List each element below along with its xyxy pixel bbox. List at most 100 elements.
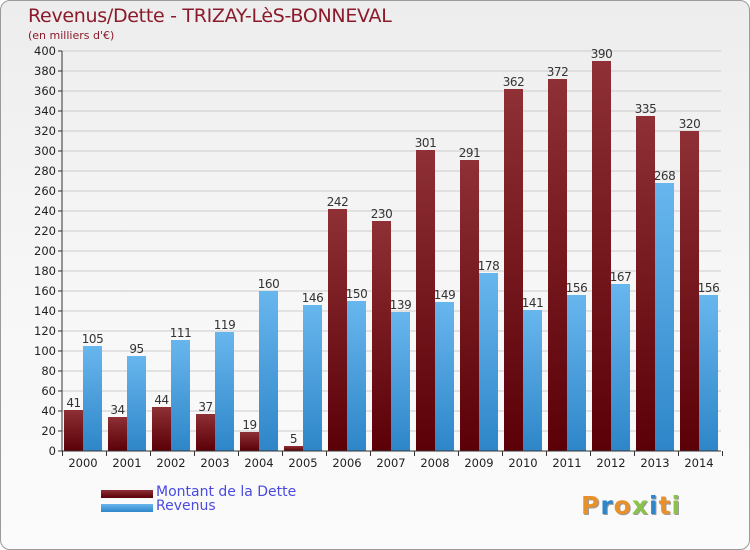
data-label-dette: 390 xyxy=(591,47,612,61)
bar-dette xyxy=(152,407,171,451)
bar-revenus xyxy=(567,295,586,451)
x-tick-label: 2004 xyxy=(244,456,273,470)
data-label-revenus: 105 xyxy=(82,332,103,346)
data-label-revenus: 160 xyxy=(258,277,279,291)
bar-dette xyxy=(196,414,215,451)
data-label-revenus: 95 xyxy=(129,342,143,356)
bar-revenus xyxy=(171,340,190,451)
bar-revenus xyxy=(347,301,366,451)
x-tick-label: 2007 xyxy=(376,456,405,470)
data-label-dette: 320 xyxy=(679,117,700,131)
bars xyxy=(64,61,718,451)
logo-letter: r xyxy=(600,491,614,520)
x-tick-label: 2001 xyxy=(112,456,141,470)
logo-letter: t xyxy=(658,491,672,520)
bar-revenus xyxy=(611,284,630,451)
bar-revenus xyxy=(655,183,674,451)
proxiti-logo: Proxiti xyxy=(581,491,681,520)
y-tick-label: 360 xyxy=(34,84,56,98)
y-tick-label: 340 xyxy=(34,104,56,118)
bar-revenus xyxy=(479,273,498,451)
bar-revenus xyxy=(127,356,146,451)
data-label-revenus: 167 xyxy=(610,270,631,284)
legend-swatch-dette xyxy=(101,490,153,498)
chart-title: Revenus/Dette - TRIZAY-LèS-BONNEVAL xyxy=(28,5,392,27)
bar-revenus xyxy=(435,302,454,451)
bar-dette xyxy=(548,79,567,451)
y-tick-label: 120 xyxy=(34,324,56,338)
y-tick-label: 240 xyxy=(34,204,56,218)
bar-dette xyxy=(416,150,435,451)
data-label-dette: 19 xyxy=(242,418,256,432)
bar-revenus xyxy=(259,291,278,451)
data-label-revenus: 111 xyxy=(170,326,191,340)
x-tick-label: 2013 xyxy=(640,456,669,470)
data-label-revenus: 139 xyxy=(390,298,411,312)
bar-revenus xyxy=(303,305,322,451)
bar-dette xyxy=(328,209,347,451)
logo-letter: i xyxy=(671,491,682,520)
bar-revenus xyxy=(215,332,234,451)
data-label-dette: 291 xyxy=(459,146,480,160)
data-label-dette: 242 xyxy=(327,195,348,209)
bar-dette xyxy=(108,417,127,451)
data-label-dette: 230 xyxy=(371,207,392,221)
data-label-dette: 5 xyxy=(290,432,297,446)
y-tick-label: 200 xyxy=(34,244,56,258)
x-tick-label: 2008 xyxy=(420,456,449,470)
logo-letter: o xyxy=(613,491,632,520)
x-tick-label: 2002 xyxy=(156,456,185,470)
y-tick-label: 260 xyxy=(34,184,56,198)
x-tick-label: 2005 xyxy=(288,456,317,470)
data-label-dette: 37 xyxy=(198,400,212,414)
bar-dette xyxy=(64,410,83,451)
y-tick-label: 140 xyxy=(34,304,56,318)
bar-revenus xyxy=(523,310,542,451)
logo-letter: x xyxy=(631,491,649,520)
bar-dette xyxy=(372,221,391,451)
logo-letter: i xyxy=(649,491,659,520)
logo-letter: P xyxy=(581,491,601,520)
data-label-dette: 362 xyxy=(503,75,524,89)
bar-dette xyxy=(504,89,523,451)
y-tick-label: 40 xyxy=(41,404,56,418)
bar-dette xyxy=(680,131,699,451)
y-tick-label: 400 xyxy=(34,44,56,58)
data-label-revenus: 156 xyxy=(566,281,587,295)
x-tick-label: 2014 xyxy=(684,456,713,470)
chart-subtitle: (en milliers d'€) xyxy=(28,29,115,42)
data-labels: 41 105 34 95 44 111 37 119 19 160 5 146 242 150 230 139… xyxy=(66,47,719,446)
data-label-revenus: 119 xyxy=(214,318,235,332)
data-label-revenus: 149 xyxy=(434,288,455,302)
y-tick-label: 380 xyxy=(34,64,56,78)
axes: 0 20 40 60 80 100 120 140 160 180 200 220 240 260 280 3… xyxy=(34,44,723,470)
data-label-dette: 34 xyxy=(110,403,124,417)
y-tick-label: 300 xyxy=(34,144,56,158)
bar-dette xyxy=(240,432,259,451)
y-tick-label: 220 xyxy=(34,224,56,238)
data-label-dette: 301 xyxy=(415,136,436,150)
bar-revenus xyxy=(391,312,410,451)
data-label-dette: 44 xyxy=(154,393,168,407)
x-tick-label: 2010 xyxy=(508,456,537,470)
data-label-revenus: 268 xyxy=(654,169,675,183)
y-tick-label: 160 xyxy=(34,284,56,298)
x-tick-label: 2000 xyxy=(68,456,97,470)
data-label-revenus: 141 xyxy=(522,296,543,310)
x-tick-label: 2012 xyxy=(596,456,625,470)
bar-dette xyxy=(284,446,303,451)
bar-dette xyxy=(592,61,611,451)
y-tick-label: 80 xyxy=(41,364,56,378)
y-tick-label: 320 xyxy=(34,124,56,138)
data-label-dette: 41 xyxy=(66,396,80,410)
y-tick-label: 280 xyxy=(34,164,56,178)
data-label-revenus: 146 xyxy=(302,291,323,305)
legend-swatch-revenus xyxy=(101,504,153,512)
bar-dette xyxy=(636,116,655,451)
x-tick-label: 2009 xyxy=(464,456,493,470)
x-tick-label: 2003 xyxy=(200,456,229,470)
data-label-revenus: 156 xyxy=(698,281,719,295)
x-tick-label: 2011 xyxy=(552,456,581,470)
